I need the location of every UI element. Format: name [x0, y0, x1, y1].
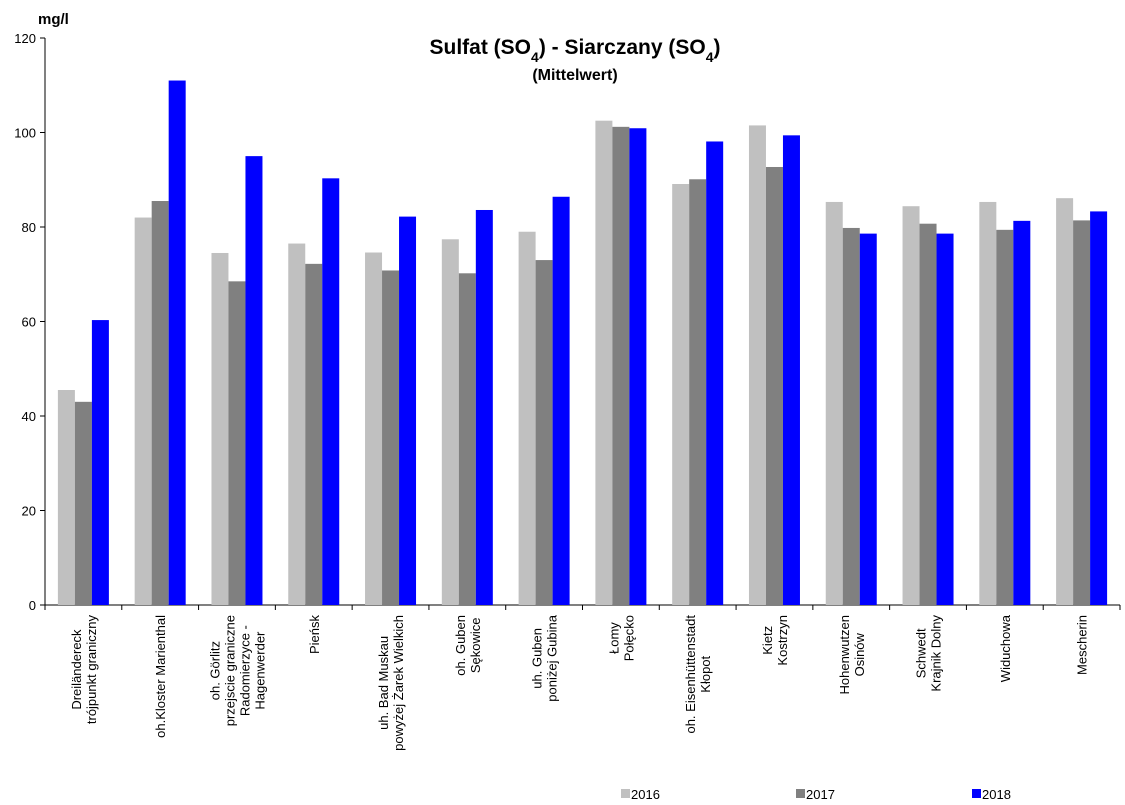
legend-label: 2017: [806, 787, 835, 802]
x-tick-label: oh.Kloster Marienthal: [153, 615, 168, 738]
bar: [305, 263, 323, 605]
x-tick-label: Pieńsk: [307, 615, 322, 655]
x-tick-label: KietzKostrzyn: [760, 615, 790, 666]
bar: [211, 252, 229, 606]
bar: [552, 196, 570, 605]
bar: [595, 120, 613, 605]
bar: [475, 209, 493, 606]
bar: [919, 223, 937, 605]
bar: [288, 243, 306, 605]
bar: [91, 320, 109, 605]
bar: [518, 231, 536, 605]
bar: [825, 201, 843, 605]
y-tick-label: 80: [22, 220, 36, 235]
bar: [782, 135, 800, 605]
bar: [672, 184, 690, 605]
bar: [535, 260, 553, 605]
bar: [1013, 220, 1031, 606]
bar: [441, 239, 459, 605]
bar: [689, 179, 707, 605]
bar: [706, 141, 724, 606]
bar: [936, 233, 954, 606]
bar: [57, 390, 75, 605]
x-tick-label: Mescherin: [1075, 615, 1090, 675]
bar: [612, 126, 630, 605]
bar: [228, 281, 246, 605]
y-tick-label: 0: [29, 598, 36, 613]
x-tick-label: uh. Bad Muskaupowyżej Żarek Wielkich: [376, 615, 406, 751]
bar: [1090, 211, 1108, 605]
bar: [1056, 198, 1074, 606]
bar: [765, 166, 783, 605]
bar: [168, 80, 186, 605]
x-tick-label: SchwedtKrajnik Dolny: [914, 615, 944, 692]
bar: [1073, 220, 1091, 605]
y-tick-label: 120: [14, 31, 36, 46]
bar: [151, 201, 169, 605]
x-tick-label: Dreiländerecktrójpunkt graniczny: [69, 615, 99, 725]
x-tick-label: oh. Görlitzprzejscie graniczneRadomierzy…: [207, 615, 267, 726]
chart-title: Sulfat (SO4) - Siarczany (SO4): [430, 36, 721, 65]
bar: [748, 125, 766, 605]
bar: [382, 270, 400, 605]
y-tick-label: 100: [14, 126, 36, 141]
y-tick-label: 20: [22, 504, 36, 519]
bar: [996, 229, 1014, 605]
x-tick-label: oh. EisenhüttenstadtKłopot: [683, 615, 713, 734]
chart-subtitle: (Mittelwert): [532, 67, 617, 84]
x-tick-label: oh. GubenSękowice: [453, 615, 483, 676]
bar: [74, 401, 92, 605]
bar: [458, 273, 476, 605]
x-tick-label: ŁomyPołęcko: [606, 615, 636, 661]
legend-label: 2016: [631, 787, 660, 802]
legend-swatch: [972, 789, 981, 798]
legend-swatch: [621, 789, 630, 798]
y-tick-label: 60: [22, 315, 36, 330]
bar: [902, 206, 920, 605]
bar: [979, 201, 997, 605]
bar: [859, 233, 877, 606]
x-tick-label: Widuchowa: [998, 614, 1013, 682]
y-axis-label: mg/l: [38, 11, 69, 28]
legend-swatch: [796, 789, 805, 798]
bar: [245, 156, 263, 605]
x-tick-label: HohenwutzenOsinów: [837, 615, 867, 695]
legend-label: 2018: [982, 787, 1011, 802]
bar: [322, 178, 340, 605]
bar: [399, 216, 417, 606]
bar: [842, 227, 860, 605]
bar: [134, 217, 152, 606]
y-tick-label: 40: [22, 409, 36, 424]
bar: [629, 128, 647, 605]
bar: [365, 252, 383, 605]
x-tick-label: uh. Gubenponiżej Gubina: [530, 614, 560, 701]
